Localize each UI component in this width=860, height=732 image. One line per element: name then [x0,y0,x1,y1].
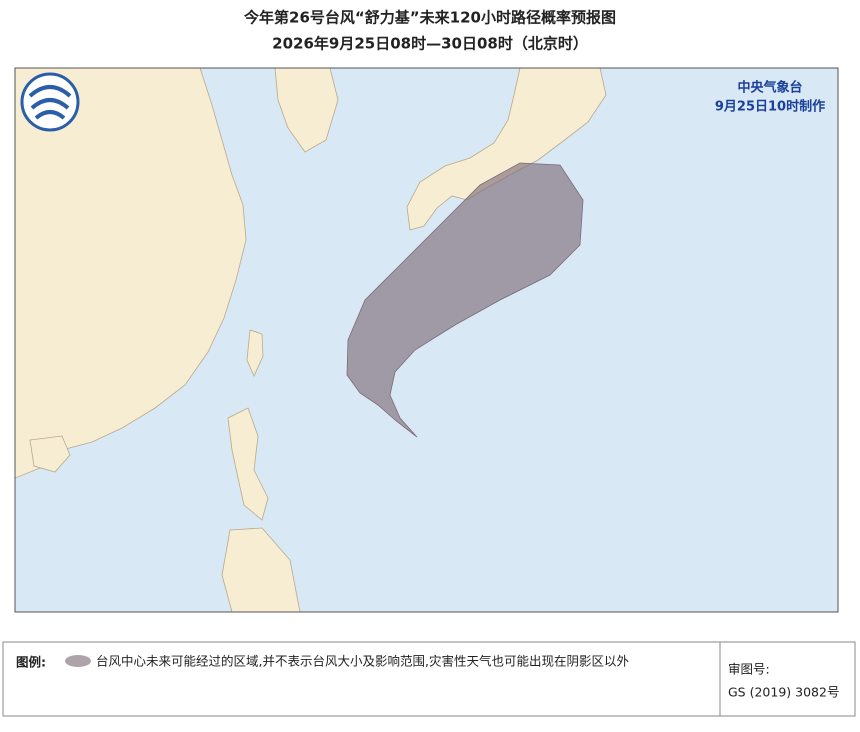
legend-cone-text: 台风中心未来可能经过的区域,并不表示台风大小及影响范围,灾害性天气也可能出现在阴… [96,654,629,669]
map-frame [14,67,839,613]
subtitle: 2026年9月25日08时—30日08时（北京时） [272,35,588,53]
legend-box [2,641,856,717]
probability-cone [346,162,584,438]
title: 今年第26号台风“舒力基”未来120小时路径概率预报图 [243,9,616,27]
agency-name: 中央气象台 [737,80,802,96]
logo [20,72,80,132]
issue-time: 9月25日10时制作 [715,99,825,115]
legend-title: 图例: [16,655,46,670]
land [15,68,607,612]
map-area [15,68,838,612]
approval-number: GS (2019) 3082号 [728,685,839,700]
legend-cone-icon [65,655,91,667]
approval-label: 审图号: [728,662,770,677]
